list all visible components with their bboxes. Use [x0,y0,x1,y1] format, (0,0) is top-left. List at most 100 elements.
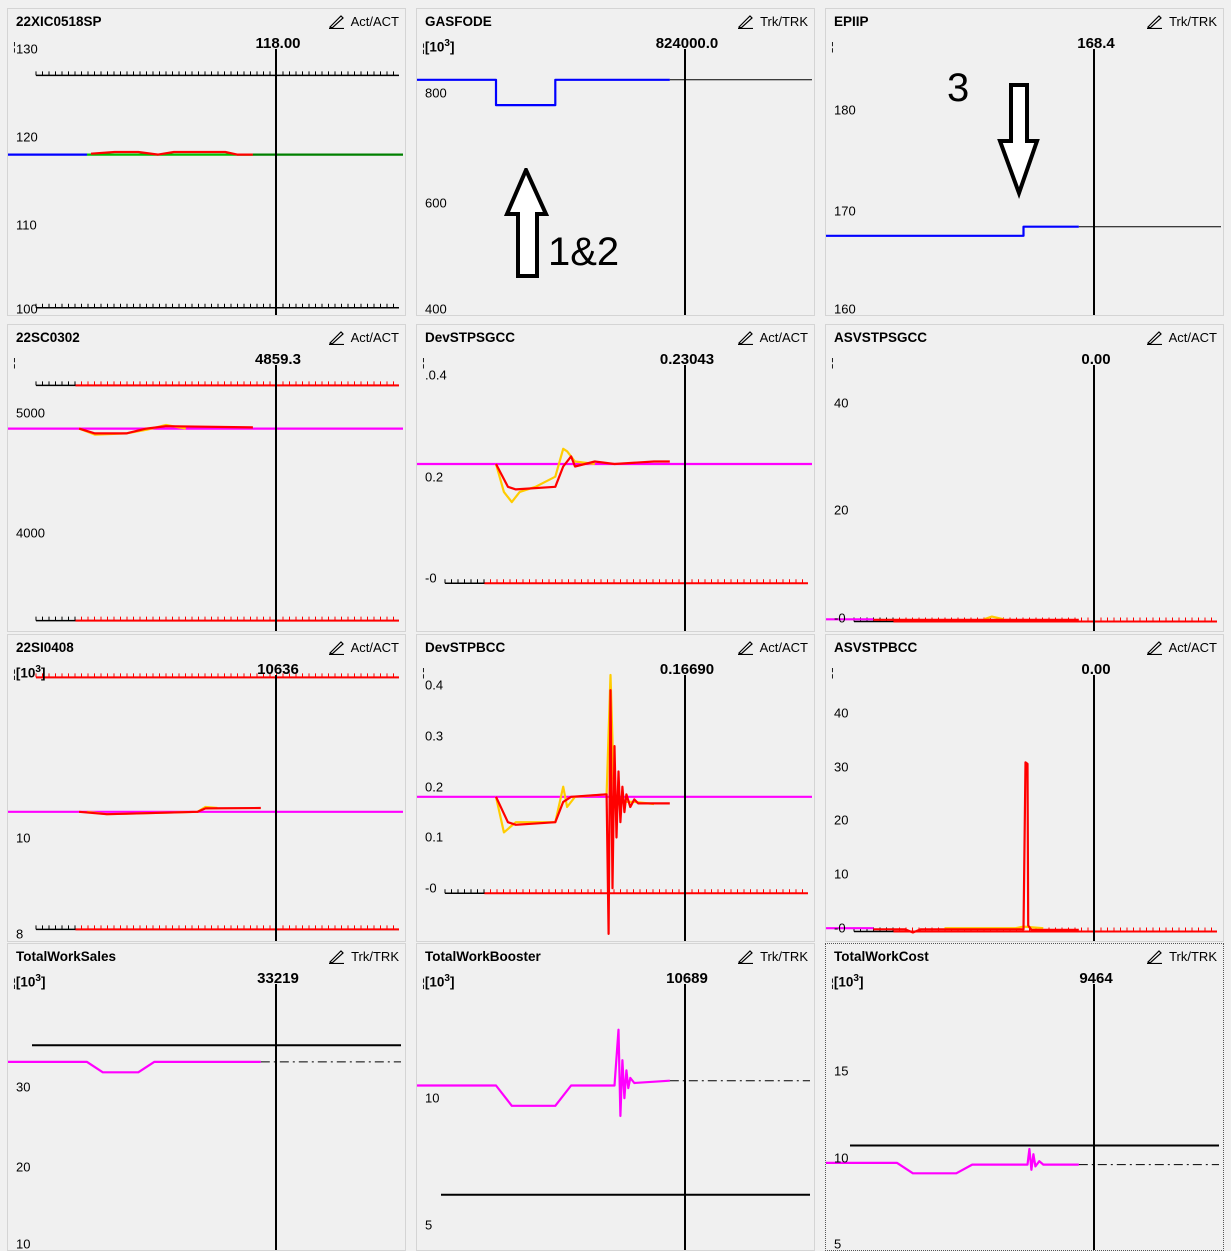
trend-plot [8,9,406,316]
pen-icon [1146,949,1163,964]
mode-button[interactable]: Trk/TRK [737,949,808,964]
trend-plot [8,325,406,632]
mode-button[interactable]: Act/ACT [328,14,399,29]
y-tick-label: 10 [834,1150,848,1165]
trend-plot [417,325,815,632]
limit-line [36,925,399,929]
y-tick-label: 400 [425,302,447,317]
cursor-value: 9464 [1079,970,1112,987]
mode-button[interactable]: Act/ACT [737,640,808,655]
series-line-2 [496,456,670,489]
y-tick-label: 130 [16,42,38,57]
y-tick-label: 170 [834,204,856,219]
trend-plot [8,944,406,1251]
mode-button[interactable]: Trk/TRK [1146,949,1217,964]
mode-button[interactable]: Trk/TRK [328,949,399,964]
mode-button[interactable]: Act/ACT [328,640,399,655]
cursor-value: 0.16690 [660,661,714,678]
annotation-label: 3 [947,66,969,111]
unit-base: [10 [425,40,445,55]
trend-plot [826,944,1224,1251]
cursor-value: 824000.0 [656,35,719,52]
mode-label: Act/ACT [1169,640,1217,655]
series-line-1 [496,675,654,832]
pen-icon [1146,14,1163,29]
annotation-label: 1&2 [548,230,619,275]
pen-icon [328,14,345,29]
unit-base: [10 [425,975,445,990]
y-tick-label: 0.3 [425,728,443,743]
y-tick-label: 20 [834,503,848,518]
series-line-1 [496,449,595,502]
mode-button[interactable]: Act/ACT [328,330,399,345]
limit-line [36,617,399,621]
panel-title: TotalWorkCost [834,949,929,964]
unit-label: ¦ [831,38,834,53]
pen-icon [737,949,754,964]
cursor-value: 4859.3 [255,351,301,368]
unit-label: ¦[103] [422,38,454,55]
trend-plot [826,325,1224,632]
y-tick-label: -0 [425,571,437,586]
trend-plot [826,635,1224,942]
unit-label: ¦ [831,664,834,679]
y-tick-label: 110 [16,218,37,233]
mode-label: Act/ACT [760,330,808,345]
panel-title: TotalWorkSales [16,949,116,964]
mode-label: Act/ACT [760,640,808,655]
mode-label: Trk/TRK [351,949,399,964]
panel-title: 22SC0302 [16,330,80,345]
cursor-value: 168.4 [1077,35,1115,52]
mode-button[interactable]: Act/ACT [737,330,808,345]
cursor-value: 10636 [257,661,299,678]
limit-line [36,381,399,385]
y-tick-label: 15 [834,1063,848,1078]
series-line-0 [8,1062,261,1072]
y-tick-label: -0 [834,611,846,626]
pen-icon [328,949,345,964]
mode-button[interactable]: Trk/TRK [1146,14,1217,29]
y-tick-label: 5 [834,1237,841,1251]
limit-line [36,71,399,75]
pen-icon [328,330,345,345]
cursor-value: 0.00 [1081,661,1110,678]
unit-label: ¦[103] [13,664,45,681]
limit-line [445,579,808,583]
unit-close: ] [41,975,46,990]
series-line-0 [826,227,1079,236]
trend-plot [417,635,815,942]
y-tick-label: -0 [834,921,846,936]
mode-button[interactable]: Trk/TRK [737,14,808,29]
series-line-2 [496,690,670,934]
limit-line [445,889,808,893]
unit-mark: ¦ [831,357,834,369]
mode-label: Act/ACT [351,640,399,655]
limit-line [36,673,399,677]
unit-label: ¦ [13,354,16,369]
y-tick-label: 0.2 [425,779,443,794]
pen-icon [1146,330,1163,345]
mode-button[interactable]: Act/ACT [1146,330,1217,345]
unit-mark: ¦ [831,667,834,679]
panel-title: ASVSTPSGCC [834,330,927,345]
pen-icon [328,640,345,655]
limit-line [36,304,399,308]
y-tick-label: .0.4 [425,368,447,383]
y-tick-label: 10 [425,1091,439,1106]
panel-title: 22XIC0518SP [16,14,102,29]
panel-title: DevSTPSGCC [425,330,515,345]
mode-button[interactable]: Act/ACT [1146,640,1217,655]
y-tick-label: 30 [834,759,848,774]
trend-plot [417,944,815,1251]
pen-icon [1146,640,1163,655]
